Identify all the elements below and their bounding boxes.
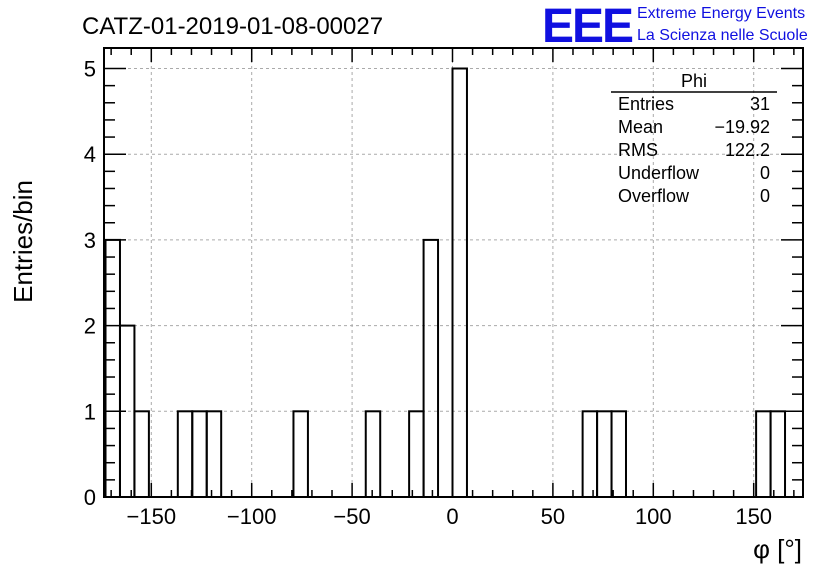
stats-row-label: Mean [618,117,663,137]
stats-row-label: RMS [618,140,658,160]
histogram-bin [364,410,382,498]
stats-title: Phi [681,71,707,91]
y-axis-ticks: 0 1 2 3 4 5 [84,57,803,510]
stats-row-value: −19.92 [714,117,770,137]
plot-area-border [103,47,804,498]
x-tick-label: 100 [635,504,672,529]
y-tick-label: 0 [84,485,96,510]
histogram-bars [104,67,787,498]
y-tick-label: 2 [84,314,96,339]
y-tick-label: 4 [84,142,96,167]
stats-row-value: 0 [760,186,770,206]
grid-lines [104,48,803,497]
histogram-bin [769,410,787,498]
histogram-bin [610,410,627,498]
histogram-bin [292,410,309,498]
x-tick-label: 50 [541,504,565,529]
histogram-bin [451,67,468,498]
y-axis-label: Entries/bin [8,180,38,303]
y-tick-label: 5 [84,57,96,82]
histogram-bin [205,410,223,498]
histogram-bin [408,410,425,498]
histogram-bin [176,410,194,498]
histogram-bin [191,410,208,498]
x-tick-label: −50 [333,504,370,529]
x-axis-ticks: −150 −100 −50 0 50 100 150 [110,48,795,529]
x-tick-label: −100 [227,504,277,529]
y-tick-label: 3 [84,228,96,253]
histogram-bin [596,410,613,498]
stats-row-label: Overflow [618,186,690,206]
stats-row-label: Underflow [618,163,700,183]
stats-row-value: 0 [760,163,770,183]
stats-row-value: 31 [750,94,770,114]
logo-line-1: Extreme Energy Events [637,5,805,22]
histogram-bin [133,410,150,498]
stats-row-value: 122.2 [725,140,770,160]
logo-text: EEE [542,0,633,53]
histogram-bin [422,238,440,498]
stats-box: Phi Entries 31 Mean −19.92 RMS 122.2 Underflow… [611,71,777,206]
y-tick-label: 1 [84,399,96,424]
stats-row-label: Entries [618,94,674,114]
plot-frame [103,47,804,498]
histogram-bin [104,238,121,498]
logo-line-2: La Scienza nelle Scuole [637,27,808,44]
x-tick-label: −150 [127,504,177,529]
x-axis-label: φ [°] [753,534,802,564]
eee-logo: EEE Extreme Energy Events La Scienza nel… [542,0,808,53]
stats-rows: Entries 31 Mean −19.92 RMS 122.2 Underflow 0 Ove… [618,94,770,206]
x-tick-label: 0 [446,504,458,529]
histogram-bin [755,410,772,498]
chart-title: CATZ-01-2019-01-08-00027 [82,13,383,40]
x-tick-label: 150 [735,504,772,529]
histogram-bin [581,410,599,498]
